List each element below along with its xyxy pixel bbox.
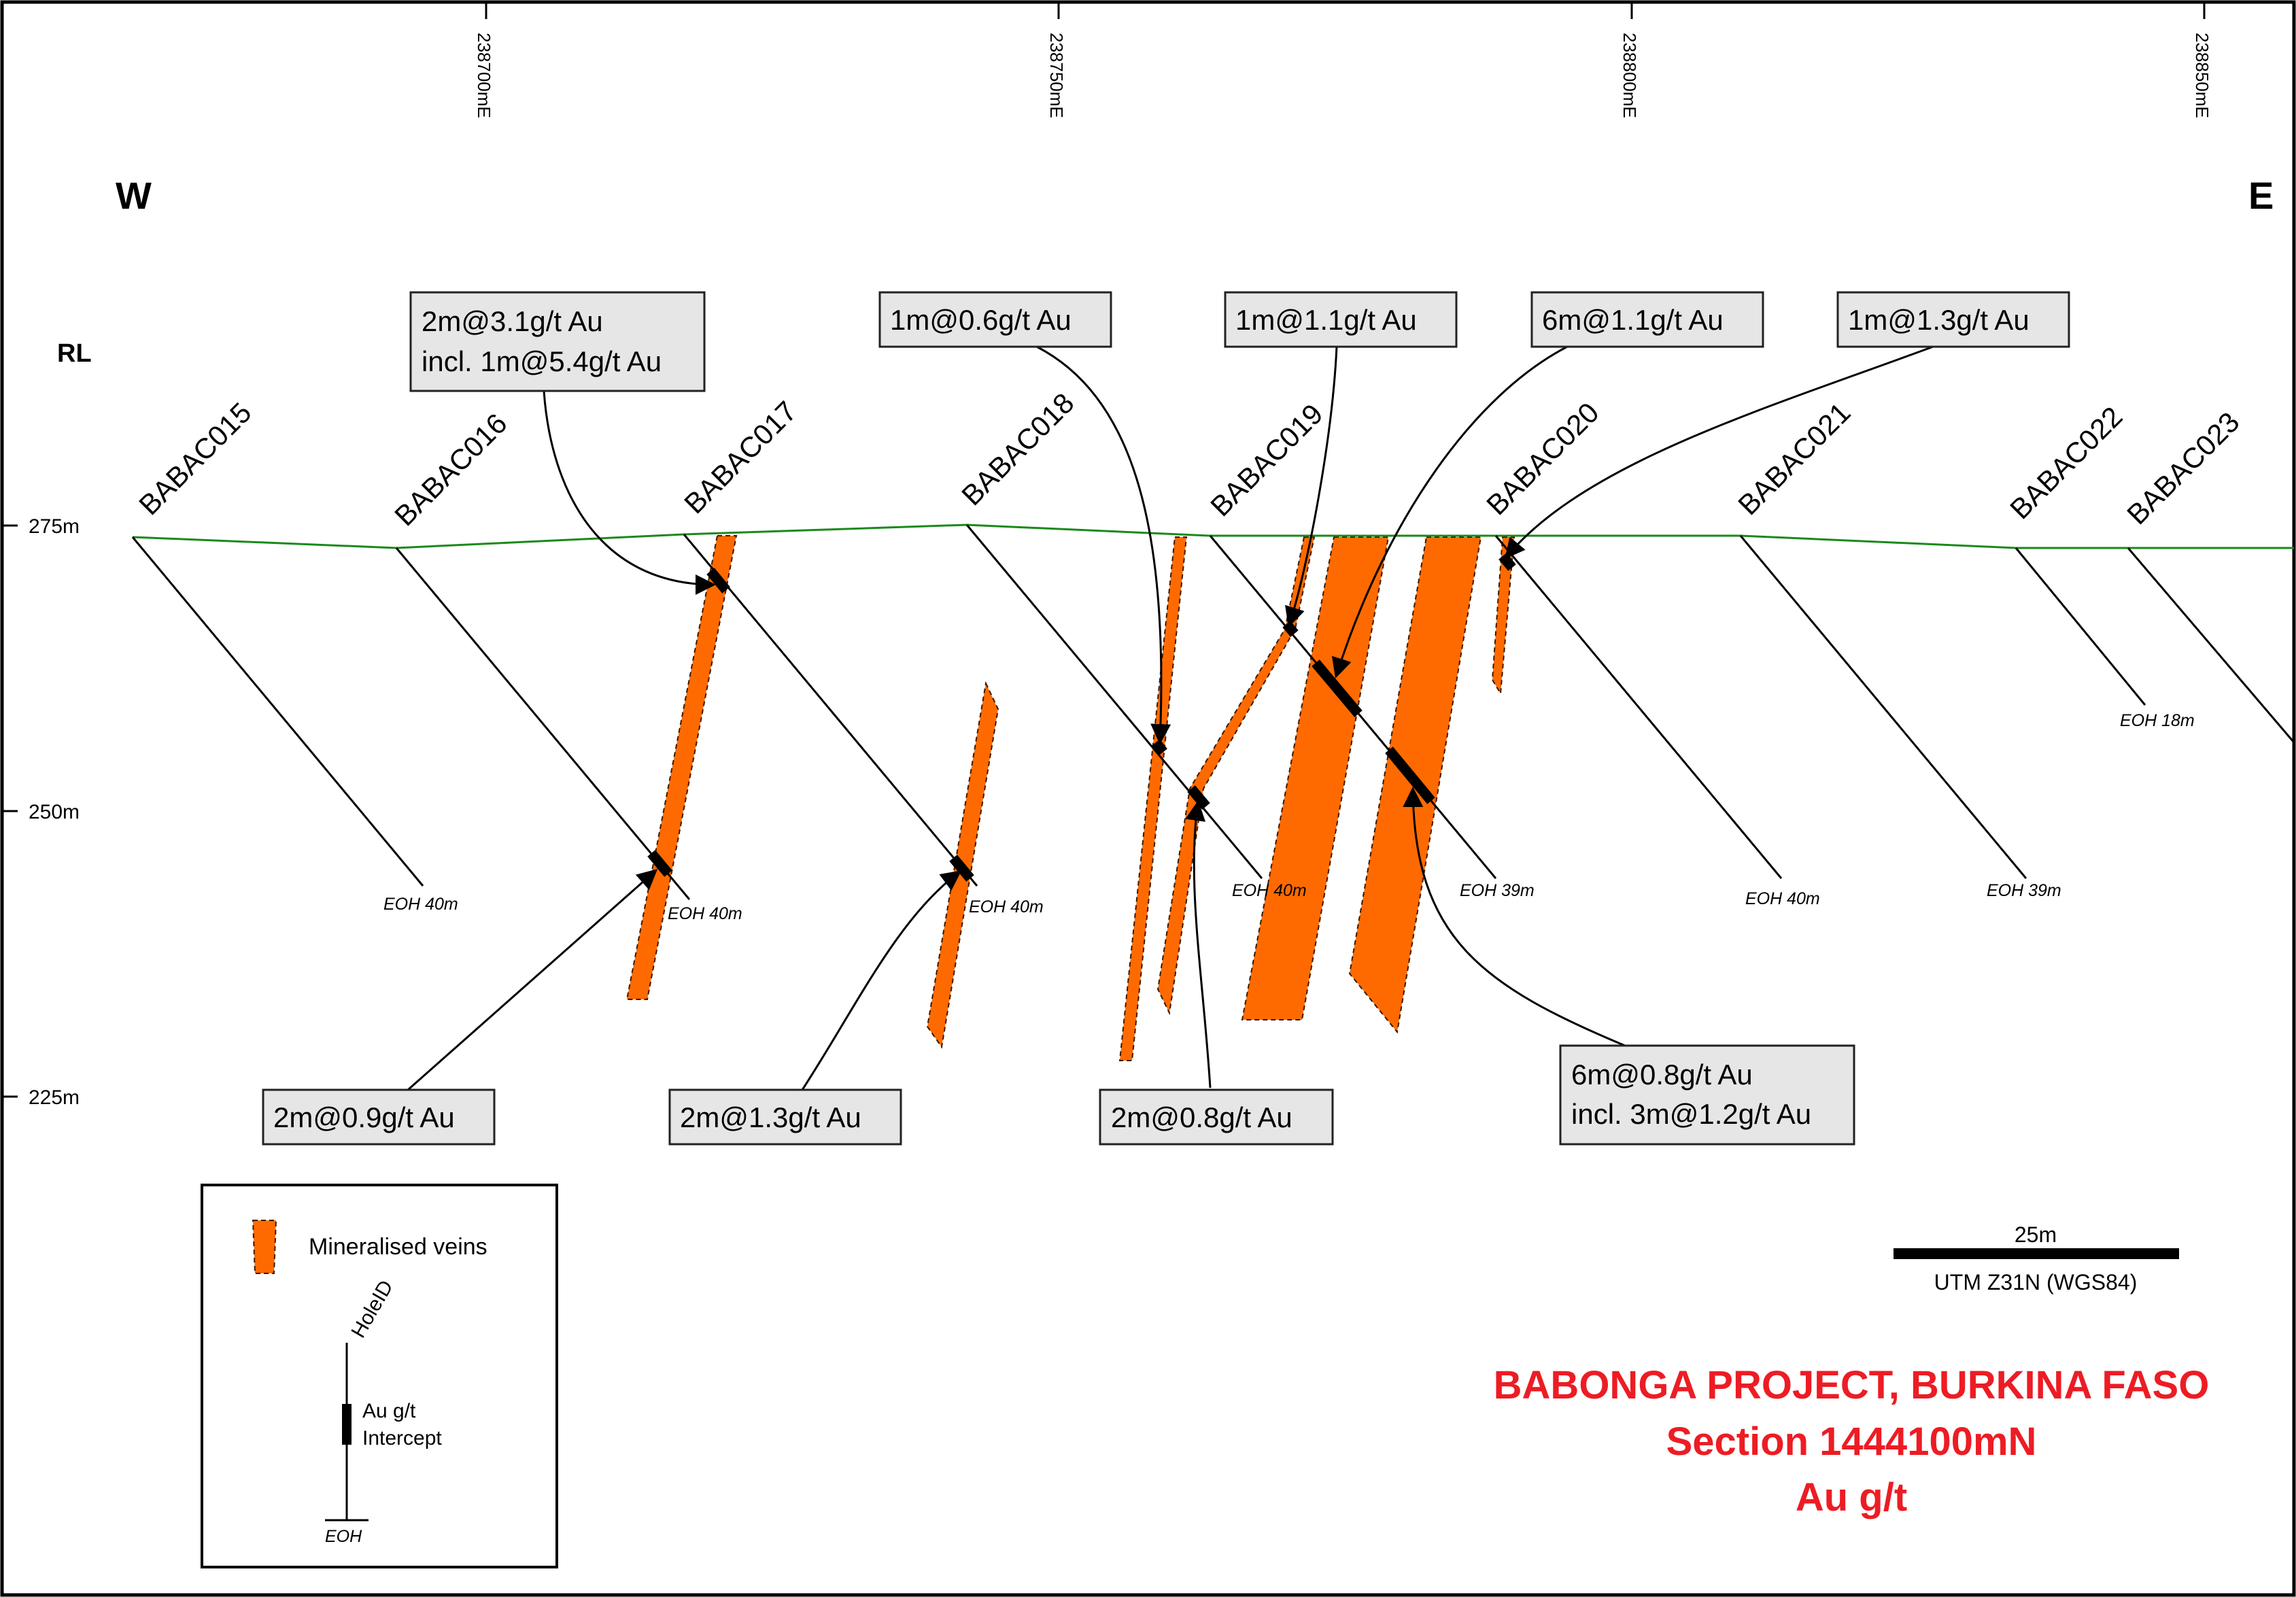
title-block: BABONGA PROJECT, BURKINA FASO Section 14…	[1494, 1363, 2210, 1519]
callout-babac020-upper: 1m@1.3g/t Au	[1836, 291, 2070, 348]
callout-babac018-upper: 1m@0.6g/t Au	[878, 291, 1112, 348]
drill-hole-traces	[131, 524, 2295, 900]
callout-line1: 1m@0.6g/t Au	[890, 304, 1072, 336]
callout-babac016: 2m@0.9g/t Au	[262, 1088, 496, 1146]
eoh-label-babac020: EOH 40m	[1745, 889, 1820, 908]
hole-trace-babac015	[131, 536, 424, 887]
callout-line1: 2m@0.8g/t Au	[1111, 1101, 1292, 1133]
eoh-label-babac016: EOH 40m	[668, 904, 742, 923]
intercept-babac019-upper	[1282, 621, 1299, 637]
scale-bar-crs: UTM Z31N (WGS84)	[1934, 1270, 2138, 1294]
leader-babac018-upper	[1036, 345, 1171, 744]
callout-box	[1559, 1044, 1855, 1146]
leader-babac019-upper	[1284, 346, 1338, 628]
leader-babac020-lower	[1403, 787, 1626, 1047]
callout-line1: 2m@3.1g/t Au	[422, 305, 603, 337]
rl-axis: RL 275m 250m 225m	[3, 339, 92, 1109]
callout-babac019-lower: 6m@1.1g/t Au	[1530, 291, 1764, 348]
easting-axis: 238700mE 238750mE 238800mE 238850mE	[474, 3, 2212, 118]
scale-bar: 25m UTM Z31N (WGS84)	[1894, 1222, 2179, 1294]
hole-trace-babac018	[965, 524, 1263, 879]
hole-trace-babac016	[395, 547, 691, 900]
hole-trace-babac020	[1494, 535, 1783, 879]
callout-line1: 2m@1.3g/t Au	[680, 1101, 861, 1133]
intercept-babac016	[647, 850, 672, 877]
rl-tick-250: 250m	[29, 801, 80, 823]
rl-tick-275: 275m	[29, 515, 80, 538]
callout-box	[262, 1088, 496, 1146]
rl-axis-title: RL	[57, 339, 92, 368]
title-line1: BABONGA PROJECT, BURKINA FASO	[1494, 1363, 2210, 1407]
callout-box	[1099, 1088, 1334, 1146]
easting-label-238850: 238850mE	[2192, 33, 2212, 118]
eoh-label-babac021: EOH 39m	[1987, 881, 2061, 900]
assay-callouts: 2m@3.1g/t Au incl. 1m@5.4g/t Au 1m@0.6g/…	[262, 291, 2070, 1146]
west-label: W	[116, 174, 152, 217]
intercept-babac017-upper	[706, 568, 730, 594]
intercept-babac019-lower	[1312, 659, 1363, 717]
intercept-babac020-upper	[1498, 553, 1516, 571]
callout-babac017-upper: 2m@3.1g/t Au incl. 1m@5.4g/t Au	[409, 291, 706, 392]
legend-eoh-label: EOH	[325, 1527, 362, 1546]
callout-babac018-lower: 2m@0.8g/t Au	[1099, 1088, 1334, 1146]
callout-line1: 6m@0.8g/t Au	[1571, 1059, 1753, 1091]
callout-babac019-upper: 1m@1.1g/t Au	[1224, 291, 1458, 348]
callout-box	[878, 291, 1112, 348]
easting-label-238800: 238800mE	[1620, 33, 1640, 118]
callout-box	[409, 291, 706, 392]
callout-box	[1530, 291, 1764, 348]
title-line2: Section 1444100mN	[1666, 1420, 2037, 1464]
legend: Mineralised veins HoleID Au g/t Intercep…	[201, 1184, 558, 1568]
easting-label-238750: 238750mE	[1046, 33, 1067, 118]
rl-tick-225: 225m	[29, 1086, 80, 1109]
callout-line1: 2m@0.9g/t Au	[273, 1101, 455, 1133]
east-label: E	[2248, 174, 2274, 217]
callout-line2: incl. 1m@5.4g/t Au	[422, 345, 662, 377]
callout-line2: incl. 3m@1.2g/t Au	[1571, 1098, 1811, 1130]
leader-babac017-upper	[543, 390, 716, 595]
callout-line1: 1m@1.3g/t Au	[1848, 304, 2029, 336]
callout-box	[668, 1088, 902, 1146]
leader-babac018-lower	[1185, 800, 1212, 1088]
callout-leaders	[407, 345, 1934, 1091]
eoh-label-babac019: EOH 39m	[1460, 881, 1535, 900]
eoh-labels: EOH 40m EOH 40m EOH 40m EOH 40m EOH 39m …	[383, 711, 2195, 923]
leader-babac017-lower	[801, 870, 962, 1091]
scale-bar-length: 25m	[2015, 1222, 2057, 1247]
hole-trace-babac017	[683, 534, 978, 887]
callout-box	[1836, 291, 2070, 348]
callout-babac020-lower: 6m@0.8g/t Au incl. 3m@1.2g/t Au	[1559, 1044, 1855, 1146]
hole-trace-babac022	[2015, 547, 2146, 706]
title-line3: Au g/t	[1796, 1475, 1907, 1519]
eoh-label-babac017: EOH 40m	[969, 897, 1044, 916]
eoh-label-babac018: EOH 40m	[1232, 881, 1307, 900]
callout-box	[1224, 291, 1458, 348]
leader-babac019-lower	[1331, 345, 1568, 679]
callout-line1: 6m@1.1g/t Au	[1542, 304, 1724, 336]
vein-4	[1156, 536, 1316, 1016]
scale-bar-line	[1894, 1248, 2179, 1259]
vein-5	[1241, 536, 1390, 1020]
callout-line1: 1m@1.1g/t Au	[1235, 304, 1417, 336]
legend-vein-swatch	[252, 1220, 277, 1274]
vein-3	[1118, 536, 1188, 1061]
vein-7	[1491, 536, 1515, 696]
legend-vein-label: Mineralised veins	[309, 1234, 487, 1260]
callout-babac017-lower: 2m@1.3g/t Au	[668, 1088, 902, 1146]
eoh-label-babac015: EOH 40m	[383, 895, 458, 914]
eoh-label-babac022: EOH 18m	[2120, 711, 2195, 730]
leader-babac020-upper	[1505, 345, 1934, 560]
legend-intercept-line2: Intercept	[362, 1427, 442, 1449]
intercept-babac017-lower	[949, 855, 974, 882]
leader-babac016	[407, 869, 658, 1091]
easting-label-238700: 238700mE	[474, 33, 494, 118]
hole-trace-babac023	[2127, 547, 2295, 743]
intercept-babac020-lower	[1385, 746, 1435, 804]
legend-intercept-line1: Au g/t	[362, 1400, 416, 1422]
hole-trace-babac021	[1739, 535, 2027, 879]
intercept-babac018-upper	[1152, 739, 1167, 755]
